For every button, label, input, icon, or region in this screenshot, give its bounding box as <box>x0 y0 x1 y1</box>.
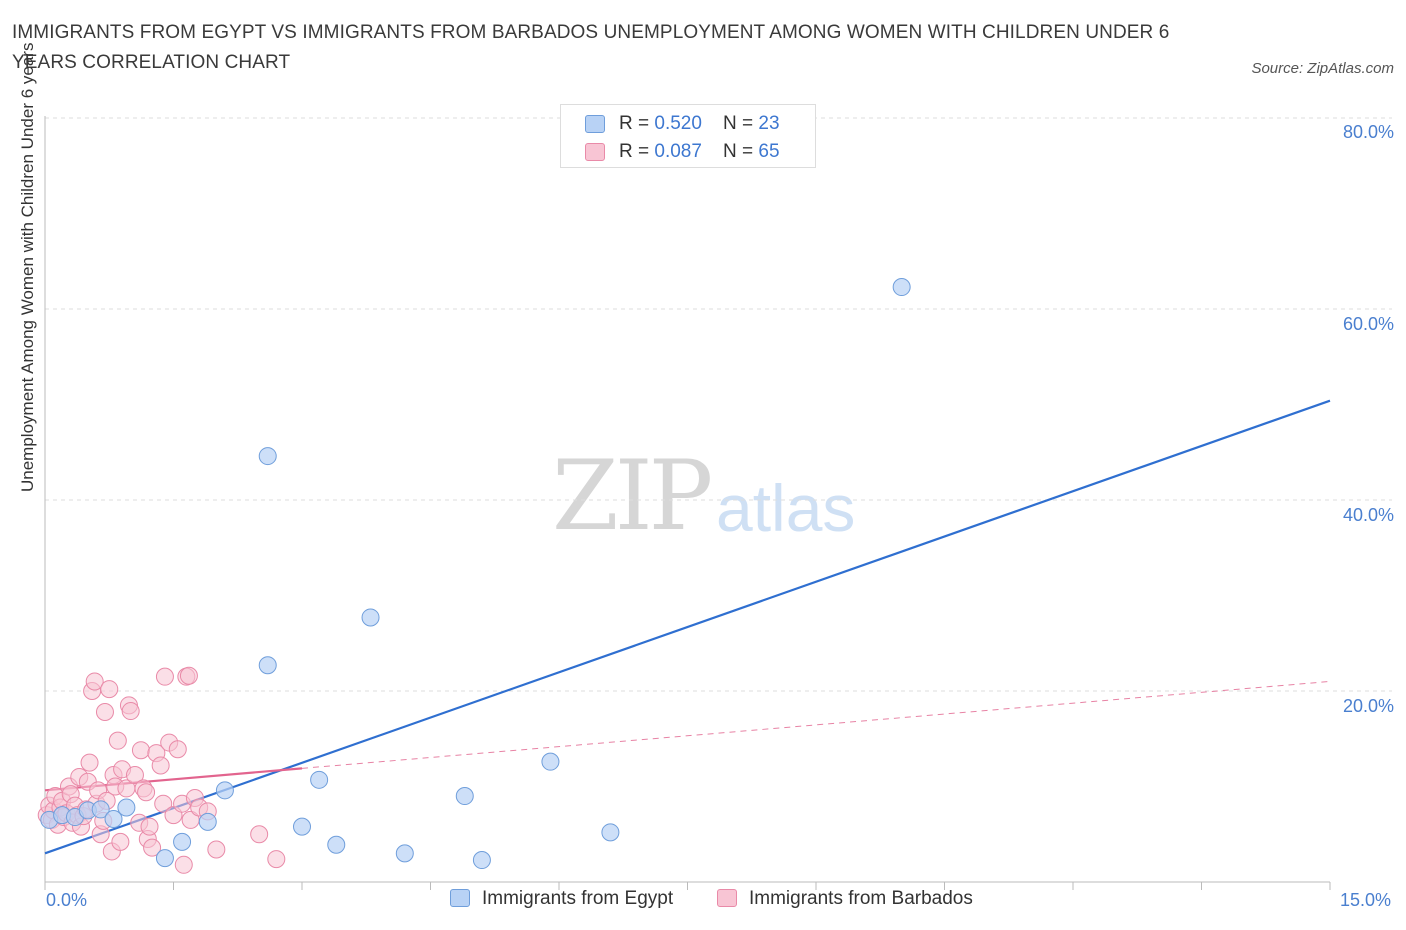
barbados-point-55 <box>174 855 193 874</box>
y-tick-label-60: 60.0% <box>1342 314 1394 334</box>
x-tick-label-max: 15.0% <box>1340 890 1392 910</box>
egypt-swatch <box>585 115 605 133</box>
egypt-point-11 <box>258 656 277 675</box>
barbados-point-48 <box>151 756 170 775</box>
barbados-point-33 <box>108 731 127 750</box>
barbados-point-38 <box>121 702 140 721</box>
egypt-point-12 <box>258 447 277 466</box>
axis-layer <box>44 116 1331 890</box>
barbados-point-22 <box>85 672 104 691</box>
barbados-point-45 <box>140 817 159 836</box>
egypt-point-9 <box>198 812 217 831</box>
barbados-point-29 <box>100 680 119 699</box>
egypt-point-20 <box>541 752 560 771</box>
barbados-point-53 <box>168 740 187 759</box>
barbados-point-43 <box>137 783 156 802</box>
y-tick-label-40: 40.0% <box>1342 505 1394 525</box>
barbados-trend-line-extension <box>301 680 1331 769</box>
legend-item-barbados[interactable]: Immigrants from Barbados <box>717 888 973 910</box>
legend-label-egypt: Immigrants from Egypt <box>482 888 674 909</box>
barbados-point-62 <box>207 840 226 859</box>
y-axis-label: Unemployment Among Women with Children U… <box>18 42 37 492</box>
egypt-legend-swatch <box>450 889 470 907</box>
egypt-r-label: R = <box>619 113 655 134</box>
egypt-point-10 <box>215 781 234 800</box>
egypt-point-18 <box>455 787 474 806</box>
egypt-n-value: 23 <box>758 113 780 134</box>
barbados-n-label: N = <box>723 141 759 162</box>
barbados-point-50 <box>155 667 174 686</box>
y-tick-label-20: 20.0% <box>1342 696 1394 716</box>
egypt-point-13 <box>293 817 311 836</box>
y-tick-label-80: 80.0% <box>1342 122 1394 142</box>
barbados-point-39 <box>125 766 144 785</box>
barbados-swatch <box>585 143 605 161</box>
barbados-point-41 <box>131 741 150 760</box>
trend-layer <box>44 399 1331 855</box>
egypt-trend-line <box>44 399 1331 855</box>
barbados-legend-swatch <box>717 889 737 907</box>
egypt-point-17 <box>395 844 414 863</box>
watermark-atlas: atlas <box>716 471 856 545</box>
chart-title: IMMIGRANTS FROM EGYPT VS IMMIGRANTS FROM… <box>12 22 1170 73</box>
barbados-point-27 <box>95 703 114 722</box>
egypt-point-6 <box>117 798 136 817</box>
grid-layer <box>45 117 1392 692</box>
point-layer <box>37 278 911 874</box>
legend-label-barbados: Immigrants from Barbados <box>749 888 973 909</box>
barbados-point-20 <box>80 753 99 772</box>
barbados-r-label: R = <box>619 141 655 162</box>
barbados-point-64 <box>267 850 286 869</box>
barbados-point-57 <box>179 666 198 685</box>
egypt-point-19 <box>472 851 491 870</box>
legend-item-egypt[interactable]: Immigrants from Egypt <box>450 888 673 910</box>
barbados-point-46 <box>143 838 162 857</box>
egypt-point-15 <box>327 835 346 854</box>
egypt-point-22 <box>892 278 911 297</box>
egypt-n-label: N = <box>723 113 759 134</box>
egypt-point-16 <box>361 608 380 627</box>
x-tick-label-min: 0.0% <box>46 890 88 910</box>
barbados-point-34 <box>111 832 130 851</box>
barbados-n-value: 65 <box>758 141 780 162</box>
egypt-point-14 <box>310 770 329 789</box>
barbados-r-value: 0.087 <box>654 141 702 162</box>
chart-source: Source: ZipAtlas.com <box>1251 60 1394 77</box>
egypt-point-5 <box>104 809 123 828</box>
egypt-point-4 <box>91 800 110 819</box>
egypt-point-8 <box>173 832 192 851</box>
egypt-point-21 <box>601 823 620 842</box>
barbados-point-49 <box>154 794 173 813</box>
stats-legend: R = 0.520 N = 23 R = 0.087 N = 65 <box>560 104 816 168</box>
watermark-zip: ZIP <box>552 440 713 552</box>
egypt-r-value: 0.520 <box>654 113 702 134</box>
barbados-point-63 <box>250 825 269 844</box>
egypt-point-7 <box>155 849 174 868</box>
